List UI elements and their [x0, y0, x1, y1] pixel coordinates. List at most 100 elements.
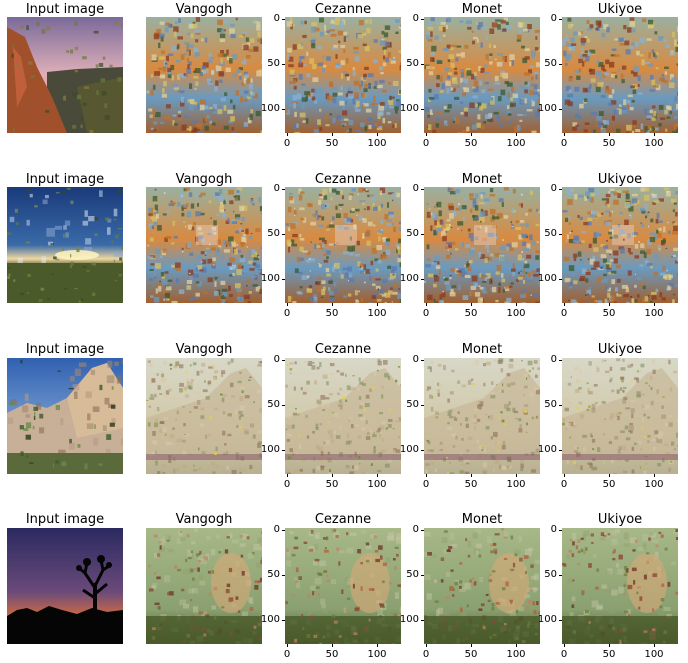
x-tick-mark	[426, 133, 427, 136]
y-tick-mark	[282, 109, 285, 110]
panel-title: Vangogh	[175, 342, 233, 357]
y-tick-mark	[282, 450, 285, 451]
x-tick-label: 50	[464, 479, 478, 490]
y-tick-label: 100	[537, 614, 557, 625]
y-tick-label: 50	[544, 569, 557, 580]
y-tick-mark	[421, 405, 424, 406]
styled-image-cezanne	[285, 358, 401, 474]
y-tick-mark	[559, 189, 562, 190]
x-tick-mark	[287, 133, 288, 136]
styled-image-ukiyoe	[562, 187, 678, 303]
y-tick-label: 100	[260, 614, 280, 625]
y-tick-label: 0	[550, 183, 557, 194]
styled-image-vangogh	[146, 17, 262, 133]
x-tick-label: 0	[283, 138, 291, 149]
y-tick-label: 100	[537, 273, 557, 284]
y-tick-label: 100	[399, 103, 419, 114]
x-tick-label: 0	[560, 138, 568, 149]
x-tick-label: 0	[422, 649, 430, 660]
y-tick-mark	[559, 405, 562, 406]
y-tick-label: 50	[406, 569, 419, 580]
x-tick-label: 0	[422, 479, 430, 490]
x-tick-mark	[654, 644, 655, 647]
x-tick-mark	[426, 644, 427, 647]
panel-title: Monet	[461, 2, 503, 17]
y-tick-label: 0	[550, 524, 557, 535]
y-tick-mark	[421, 620, 424, 621]
x-tick-label: 50	[602, 649, 616, 660]
x-tick-mark	[654, 303, 655, 306]
y-tick-label: 50	[544, 399, 557, 410]
y-tick-label: 100	[260, 103, 280, 114]
x-tick-label: 0	[283, 649, 291, 660]
y-tick-mark	[559, 360, 562, 361]
x-tick-mark	[332, 644, 333, 647]
x-tick-label: 50	[602, 308, 616, 319]
y-tick-mark	[282, 279, 285, 280]
y-tick-mark	[421, 530, 424, 531]
panel-title: Ukiyoe	[597, 172, 643, 187]
panel-title: Ukiyoe	[597, 342, 643, 357]
x-tick-label: 100	[644, 479, 664, 490]
x-tick-label: 0	[283, 479, 291, 490]
y-tick-mark	[559, 575, 562, 576]
x-tick-label: 0	[422, 308, 430, 319]
x-tick-label: 100	[367, 308, 387, 319]
styled-image-cezanne	[285, 17, 401, 133]
x-tick-mark	[287, 644, 288, 647]
y-tick-mark	[421, 189, 424, 190]
y-tick-mark	[421, 575, 424, 576]
x-tick-label: 0	[422, 138, 430, 149]
y-tick-label: 0	[273, 354, 280, 365]
x-tick-mark	[377, 474, 378, 477]
y-tick-mark	[559, 64, 562, 65]
y-tick-mark	[559, 234, 562, 235]
styled-image-vangogh	[146, 187, 262, 303]
y-tick-mark	[559, 450, 562, 451]
y-tick-label: 0	[550, 13, 557, 24]
y-tick-mark	[282, 620, 285, 621]
y-tick-mark	[421, 234, 424, 235]
x-tick-label: 100	[506, 138, 526, 149]
y-tick-mark	[421, 64, 424, 65]
panel-title: Monet	[461, 512, 503, 527]
x-tick-label: 50	[464, 138, 478, 149]
styled-image-monet	[424, 528, 540, 644]
x-tick-label: 100	[644, 649, 664, 660]
y-tick-label: 50	[267, 399, 280, 410]
styled-image-cezanne	[285, 528, 401, 644]
y-tick-label: 100	[260, 444, 280, 455]
y-tick-label: 100	[260, 273, 280, 284]
styled-image-ukiyoe	[562, 358, 678, 474]
x-tick-mark	[564, 303, 565, 306]
x-tick-mark	[426, 474, 427, 477]
x-tick-mark	[471, 133, 472, 136]
y-tick-label: 100	[399, 444, 419, 455]
y-tick-mark	[282, 19, 285, 20]
x-tick-mark	[564, 474, 565, 477]
x-tick-mark	[516, 133, 517, 136]
x-tick-mark	[516, 644, 517, 647]
y-tick-mark	[282, 64, 285, 65]
y-tick-mark	[559, 530, 562, 531]
styled-image-monet	[424, 187, 540, 303]
input-image	[7, 358, 123, 474]
panel-title: Input image	[25, 2, 105, 17]
x-tick-mark	[516, 474, 517, 477]
y-tick-mark	[282, 234, 285, 235]
x-tick-mark	[609, 644, 610, 647]
x-tick-label: 50	[325, 308, 339, 319]
x-tick-label: 100	[506, 649, 526, 660]
y-tick-label: 0	[550, 354, 557, 365]
panel-title: Cezanne	[314, 2, 372, 17]
x-tick-label: 100	[644, 138, 664, 149]
x-tick-mark	[287, 474, 288, 477]
y-tick-label: 100	[537, 444, 557, 455]
y-tick-mark	[421, 450, 424, 451]
styled-image-cezanne	[285, 187, 401, 303]
y-tick-mark	[421, 360, 424, 361]
y-tick-mark	[559, 19, 562, 20]
x-tick-mark	[654, 133, 655, 136]
x-tick-label: 50	[602, 138, 616, 149]
x-tick-label: 100	[367, 649, 387, 660]
